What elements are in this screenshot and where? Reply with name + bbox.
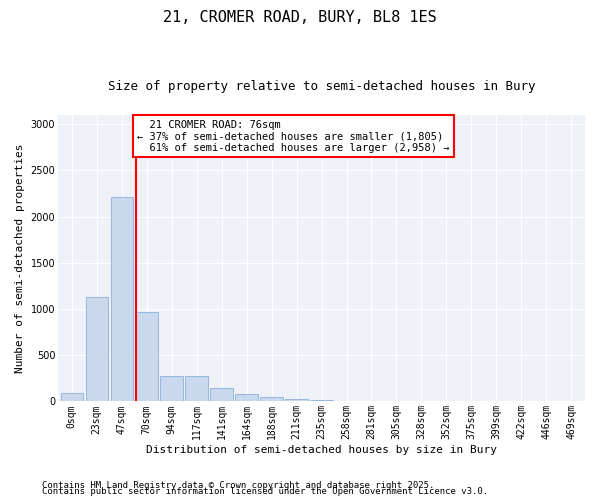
Bar xyxy=(86,297,108,402)
Bar xyxy=(61,393,83,402)
Text: Contains HM Land Registry data © Crown copyright and database right 2025.: Contains HM Land Registry data © Crown c… xyxy=(42,481,434,490)
Text: Contains public sector information licensed under the Open Government Licence v3: Contains public sector information licen… xyxy=(42,487,488,496)
Bar xyxy=(185,376,208,402)
Text: 21 CROMER ROAD: 76sqm
← 37% of semi-detached houses are smaller (1,805)
  61% of: 21 CROMER ROAD: 76sqm ← 37% of semi-deta… xyxy=(137,120,450,153)
Bar xyxy=(110,197,133,402)
Y-axis label: Number of semi-detached properties: Number of semi-detached properties xyxy=(15,144,25,373)
X-axis label: Distribution of semi-detached houses by size in Bury: Distribution of semi-detached houses by … xyxy=(146,445,497,455)
Bar xyxy=(286,399,308,402)
Bar xyxy=(260,397,283,402)
Bar xyxy=(160,376,183,402)
Bar xyxy=(211,388,233,402)
Bar xyxy=(310,400,333,402)
Bar xyxy=(136,312,158,402)
Text: 21, CROMER ROAD, BURY, BL8 1ES: 21, CROMER ROAD, BURY, BL8 1ES xyxy=(163,10,437,25)
Title: Size of property relative to semi-detached houses in Bury: Size of property relative to semi-detach… xyxy=(108,80,535,93)
Bar xyxy=(235,394,258,402)
